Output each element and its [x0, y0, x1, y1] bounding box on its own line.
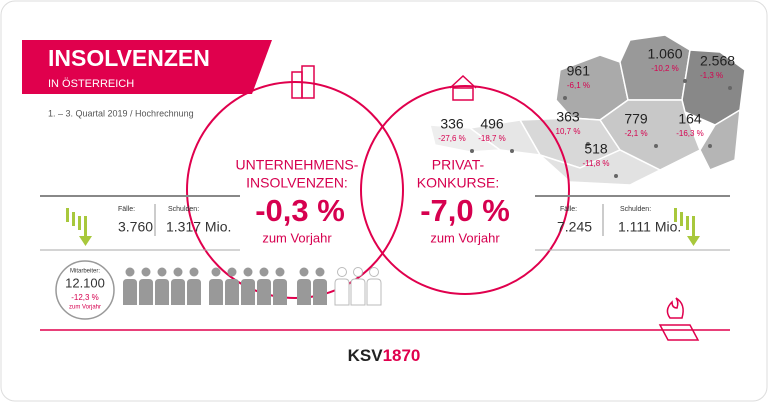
region-change: -11,8 %: [583, 159, 610, 168]
icon-fire: [658, 297, 700, 341]
person-head: [189, 267, 199, 277]
region-change: -16,3 %: [676, 129, 704, 138]
region-dot: [563, 96, 567, 100]
label: KONKURSE:: [417, 175, 499, 191]
label: PRIVAT-: [432, 157, 485, 173]
person-body: [139, 279, 153, 305]
person-head: [211, 267, 221, 277]
person-head: [315, 267, 325, 277]
person-head: [141, 267, 151, 277]
region-change: 10,7 %: [556, 127, 581, 136]
person-body: [225, 279, 239, 305]
employees: 12.100: [65, 275, 105, 290]
icon-down: [66, 208, 92, 246]
person-head: [157, 267, 167, 277]
region-change: -18,7 %: [478, 134, 506, 143]
region-dot: [654, 144, 658, 148]
icon-house: [449, 74, 477, 101]
person-body: [366, 278, 382, 306]
compare: zum Vorjahr: [262, 230, 332, 245]
map: [429, 34, 746, 186]
banner: [22, 40, 272, 94]
person-head: [353, 267, 363, 277]
region-dot: [586, 142, 590, 146]
person-head: [337, 267, 347, 277]
person-body: [171, 279, 185, 305]
person-head: [369, 267, 379, 277]
region-dot: [683, 79, 687, 83]
person-body: [241, 279, 255, 305]
change: -7,0 %: [420, 193, 510, 228]
compare: zum Vorjahr: [430, 230, 500, 245]
debt-label: Schulden:: [620, 206, 651, 213]
region-value: 363: [556, 109, 580, 125]
icon-building: [291, 65, 315, 99]
logo-a: KSV: [348, 346, 384, 365]
person-body: [313, 279, 327, 305]
region-dot: [614, 174, 618, 178]
region-change: -10,2 %: [651, 64, 679, 73]
employees-compare: zum Vorjahr: [69, 305, 101, 311]
region-change: -2,1 %: [624, 129, 647, 138]
circle-companies: [186, 81, 404, 299]
region-change: -6,1 %: [567, 81, 590, 90]
logo: KSV1870: [348, 346, 421, 365]
region-dot: [708, 144, 712, 148]
person-head: [243, 267, 253, 277]
region-dot: [510, 149, 514, 153]
circle-private: [360, 85, 570, 295]
region-value: 518: [584, 141, 608, 157]
region-dot: [728, 86, 732, 90]
region-value: 779: [624, 111, 648, 127]
person-body: [334, 278, 350, 306]
region-change: -27,6 %: [438, 134, 466, 143]
person-head: [173, 267, 183, 277]
person-body: [209, 279, 223, 305]
person-head: [227, 267, 237, 277]
cases-label: Fälle:: [560, 206, 577, 213]
region-value: 496: [480, 116, 504, 132]
icon-down: [674, 208, 700, 246]
region-change: -1,3 %: [700, 71, 723, 80]
person-head: [259, 267, 269, 277]
title: INSOLVENZEN: [48, 45, 210, 71]
debt: 1.111 Mio.: [618, 219, 681, 235]
person-body: [297, 279, 311, 305]
change: -0,3 %: [255, 193, 345, 228]
person-body: [187, 279, 201, 305]
person-head: [125, 267, 135, 277]
debt: 1.317 Mio.: [166, 219, 231, 235]
region-value: 164: [678, 111, 702, 127]
region-value: 2.568: [700, 53, 735, 69]
region-value: 961: [567, 63, 591, 79]
employees-label: Mitarbeiter:: [70, 269, 100, 275]
note: 1. – 3. Quartal 2019 / Hochrechnung: [48, 108, 194, 118]
cases-label: Fälle:: [118, 206, 135, 213]
cases: 7.245: [557, 219, 592, 235]
person-body: [155, 279, 169, 305]
employees-circle: [55, 260, 115, 320]
logo-b: 1870: [383, 346, 421, 365]
label: INSOLVENZEN:: [246, 175, 348, 191]
employees-change: -12,3 %: [71, 293, 99, 302]
region-value: 1.060: [647, 46, 682, 62]
region-value: 336: [440, 116, 464, 132]
region-dot: [470, 149, 474, 153]
person-body: [257, 279, 271, 305]
person-body: [123, 279, 137, 305]
person-body: [273, 279, 287, 305]
people: [123, 267, 382, 306]
cases: 3.760: [118, 219, 153, 235]
person-body: [350, 278, 366, 306]
label: UNTERNEHMENS-: [236, 157, 359, 173]
person-head: [299, 267, 309, 277]
debt-label: Schulden:: [168, 206, 199, 213]
subtitle: IN ÖSTERREICH: [48, 78, 134, 90]
person-head: [275, 267, 285, 277]
